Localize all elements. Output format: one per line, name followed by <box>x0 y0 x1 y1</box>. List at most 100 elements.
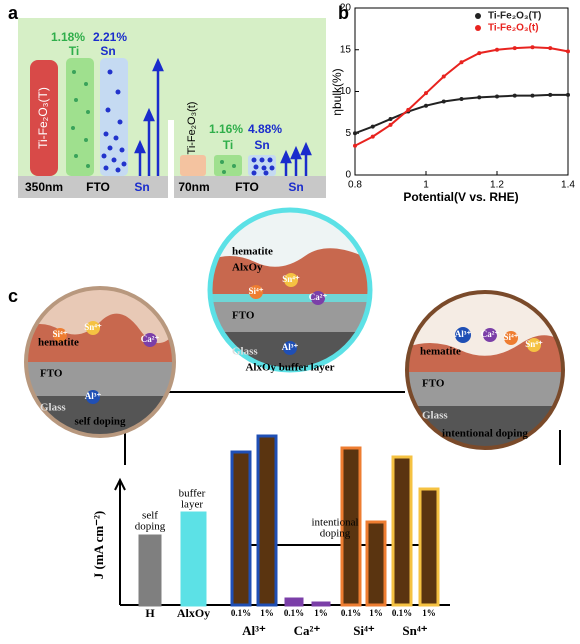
circle-border <box>207 207 373 373</box>
x-tick-label: 1.4 <box>561 180 575 191</box>
group-label: Si⁴⁺ <box>353 623 375 638</box>
bar <box>230 450 252 607</box>
layer-label: AlxOy <box>232 262 263 274</box>
ion-label: Al³⁺ <box>455 329 472 339</box>
film-label: Ti-Fe₂O₃(T) <box>36 87 50 149</box>
layer-label: hematite <box>38 337 79 349</box>
sn-pct: 4.88% <box>248 122 282 136</box>
ti-pct: 1.16% <box>209 122 243 136</box>
circle-caption: intentional doping <box>442 428 528 440</box>
y-tick-label: 0 <box>345 170 351 181</box>
annotation: doping <box>135 521 166 533</box>
gap <box>168 120 174 198</box>
point <box>459 60 464 65</box>
ion-label: Si⁴⁺ <box>504 332 519 342</box>
circle-content <box>26 288 174 436</box>
x-tick-label: 0.1% <box>231 608 251 618</box>
circle-caption: AlxOy buffer layer <box>245 362 334 374</box>
ion-label: Si⁴⁺ <box>249 286 264 296</box>
point <box>388 122 393 127</box>
thick-film <box>30 60 58 176</box>
bar <box>256 434 278 607</box>
panel-letter: b <box>338 3 349 23</box>
x-tick-label: H <box>145 606 155 620</box>
bar <box>418 487 440 607</box>
group-label: Ca²⁺ <box>294 623 321 638</box>
thickness: 70nm <box>178 180 209 194</box>
sn-pct: 2.21% <box>93 30 127 44</box>
bar <box>311 601 331 607</box>
bar <box>284 597 304 607</box>
sn-region <box>100 58 128 176</box>
annotation: buffer <box>179 488 206 500</box>
x-tick-label: 1% <box>260 608 274 618</box>
point <box>530 45 535 50</box>
ions <box>53 273 541 404</box>
point <box>406 107 411 112</box>
layer-label: Glass <box>422 410 448 422</box>
x-tick-label: 1% <box>314 608 328 618</box>
point <box>388 117 393 122</box>
x-tick-label: AlxOy <box>177 606 210 620</box>
ion-label: Ca²⁺ <box>141 334 160 344</box>
thickness: 350nm <box>25 180 63 194</box>
annotation: self <box>142 510 158 522</box>
layer-label: Glass <box>40 402 66 414</box>
group-label: Sn⁴⁺ <box>402 623 427 638</box>
ion-label: Al³⁺ <box>282 342 299 352</box>
layer-label: FTO <box>232 310 255 322</box>
bar <box>340 446 362 607</box>
legend-marker <box>475 13 481 19</box>
layer-label: FTO <box>422 378 445 390</box>
circle-caption: self doping <box>74 416 126 428</box>
point <box>459 97 464 102</box>
point <box>424 103 428 108</box>
ion-label: Sn⁴⁺ <box>282 274 300 284</box>
legend-label: Ti-Fe₂O₃(T) <box>488 11 541 22</box>
annotation: doping <box>320 528 351 540</box>
ion-label: Si⁴⁺ <box>53 329 68 339</box>
fto-label: FTO <box>235 180 259 194</box>
y-tick-label: 15 <box>340 44 352 55</box>
legend-label: Ti-Fe₂O₃(t) <box>488 23 539 34</box>
point <box>566 49 570 54</box>
x-tick-label: 0.1% <box>392 608 412 618</box>
point <box>566 92 570 97</box>
ti-dots <box>71 70 90 168</box>
point <box>548 92 553 97</box>
ion-label: Al³⁺ <box>85 391 102 401</box>
point <box>353 131 357 136</box>
ti-region <box>66 58 94 176</box>
x-axis-label: Potential(V vs. RHE) <box>403 190 518 204</box>
bar <box>365 520 387 607</box>
point <box>512 46 517 51</box>
thin-film <box>180 155 206 176</box>
connector <box>124 391 561 465</box>
point <box>548 46 553 51</box>
y-tick-label: 5 <box>345 128 351 139</box>
ti-pct: 1.18% <box>51 30 85 44</box>
circle-border <box>24 286 176 438</box>
ion-label: Ca²⁺ <box>309 292 328 302</box>
ion-label: Sn⁴⁺ <box>525 339 543 349</box>
x-tick-label: 1 <box>423 180 429 191</box>
ti-region <box>214 155 242 176</box>
layer-label: FTO <box>40 368 63 380</box>
x-tick-label: 1% <box>369 608 383 618</box>
arrows <box>134 57 312 176</box>
point <box>370 124 375 129</box>
layer-label: Glass <box>232 346 258 358</box>
point <box>495 47 499 52</box>
panel-letter: a <box>8 3 19 23</box>
sn-label: Sn <box>134 180 149 194</box>
x-tick-label: 1.2 <box>490 180 504 191</box>
point <box>441 74 446 79</box>
x-tick-label: 0.1% <box>341 608 361 618</box>
point <box>441 99 446 104</box>
x-tick-label: 0.8 <box>348 180 362 191</box>
film-label: Ti-Fe₂O₃(t) <box>186 102 198 155</box>
x-tick-label: 1% <box>422 608 436 618</box>
y-axis-label: ηbulk(%) <box>330 68 344 115</box>
ti-label: Ti <box>223 138 233 152</box>
